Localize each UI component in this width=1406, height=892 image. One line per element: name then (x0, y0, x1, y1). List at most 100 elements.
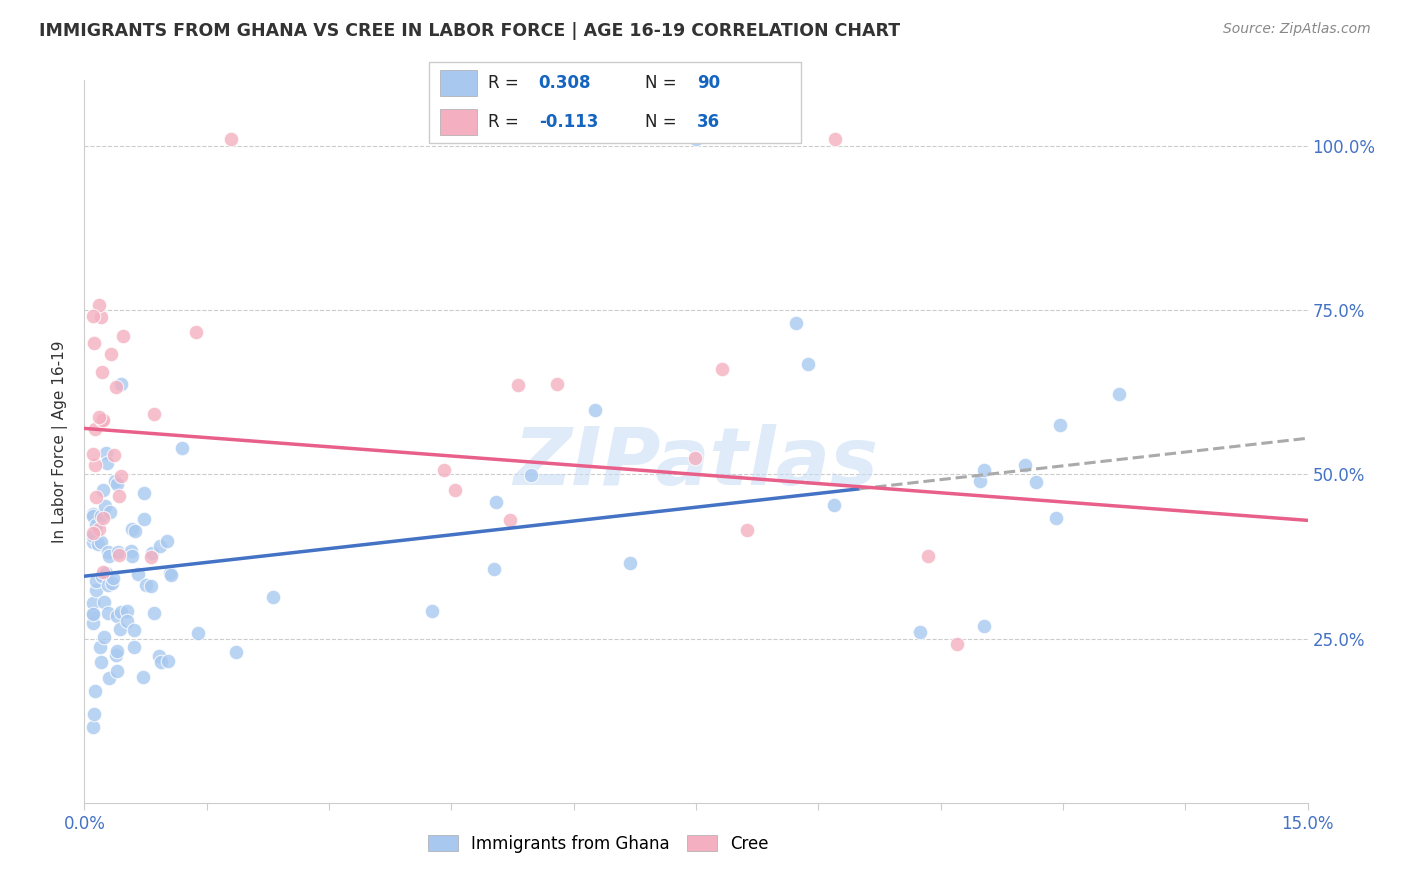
Point (93, 594, 115, 608)
Point (262, 591, 284, 605)
Point (82, 447, 104, 461)
Point (115, 615, 138, 629)
Point (86, 490, 108, 504)
Point (159, 566, 181, 580)
Point (142, 607, 165, 621)
Point (115, 604, 138, 618)
Text: 90: 90 (697, 74, 720, 92)
Point (187, 626, 209, 640)
Point (170, 441, 193, 455)
Point (1049, 417, 1071, 432)
Point (122, 624, 145, 638)
Text: -0.113: -0.113 (538, 113, 598, 131)
Point (90, 535, 112, 549)
Point (184, 325, 207, 339)
Point (89, 298, 111, 312)
Point (82, 607, 104, 621)
Point (156, 534, 179, 549)
Point (132, 485, 155, 500)
Point (132, 670, 155, 684)
Point (1108, 386, 1130, 401)
Point (156, 655, 179, 669)
Point (121, 549, 143, 564)
Point (150, 655, 173, 669)
Point (796, 358, 818, 372)
Point (520, 468, 543, 483)
Point (82, 720, 104, 734)
Point (823, 498, 845, 512)
Point (82, 526, 104, 541)
Text: IMMIGRANTS FROM GHANA VS CREE IN LABOR FORCE | AGE 16-19 CORRELATION CHART: IMMIGRANTS FROM GHANA VS CREE IN LABOR F… (39, 22, 900, 40)
Point (96, 456, 118, 470)
Point (141, 546, 163, 560)
Point (93, 630, 115, 644)
Point (908, 625, 931, 640)
Point (110, 622, 132, 636)
Text: ZIPatlas: ZIPatlas (513, 425, 879, 502)
Point (973, 618, 995, 632)
Point (824, 132, 846, 146)
Point (98, 549, 121, 564)
Point (97, 606, 120, 620)
Point (946, 637, 969, 651)
Point (443, 483, 465, 498)
Point (973, 463, 995, 477)
Point (110, 377, 132, 392)
Point (127, 566, 149, 581)
Point (82, 596, 104, 610)
Text: Source: ZipAtlas.com: Source: ZipAtlas.com (1223, 22, 1371, 37)
Point (105, 379, 128, 393)
Point (108, 489, 131, 503)
Point (84, 518, 107, 533)
Legend: Immigrants from Ghana, Cree: Immigrants from Ghana, Cree (422, 828, 775, 860)
Point (97, 671, 120, 685)
Point (124, 524, 146, 539)
Point (105, 477, 128, 491)
Point (101, 571, 124, 585)
Point (105, 608, 128, 623)
Point (91, 510, 114, 524)
Point (110, 606, 132, 620)
Point (87, 522, 110, 536)
Point (82, 507, 104, 521)
Point (82, 508, 104, 523)
Point (84, 574, 107, 588)
Point (546, 376, 568, 391)
Point (91, 565, 114, 579)
Point (91, 483, 114, 497)
Point (143, 407, 166, 421)
Point (432, 463, 454, 477)
Point (93, 500, 115, 514)
Y-axis label: In Labor Force | Age 16-19: In Labor Force | Age 16-19 (52, 340, 69, 543)
Point (90, 656, 112, 670)
Point (917, 549, 939, 564)
Point (97, 578, 120, 592)
Point (506, 377, 529, 392)
Point (139, 579, 162, 593)
FancyBboxPatch shape (440, 109, 477, 135)
Point (87, 536, 110, 550)
Point (619, 556, 641, 570)
Point (97, 545, 120, 559)
Point (484, 562, 506, 576)
Point (225, 645, 247, 659)
Point (485, 495, 508, 509)
FancyBboxPatch shape (440, 70, 477, 96)
Point (710, 362, 733, 376)
Point (98, 505, 121, 519)
Point (103, 448, 125, 462)
Point (83, 336, 105, 351)
Point (89, 410, 111, 425)
Point (90, 569, 112, 583)
Point (82, 310, 104, 324)
Point (969, 474, 991, 488)
Point (90, 509, 112, 524)
Point (160, 568, 183, 582)
Point (120, 544, 142, 558)
Point (135, 578, 157, 592)
Point (94, 446, 117, 460)
Point (104, 648, 127, 662)
Point (84, 582, 107, 597)
Point (91, 412, 114, 426)
Point (685, 132, 707, 146)
